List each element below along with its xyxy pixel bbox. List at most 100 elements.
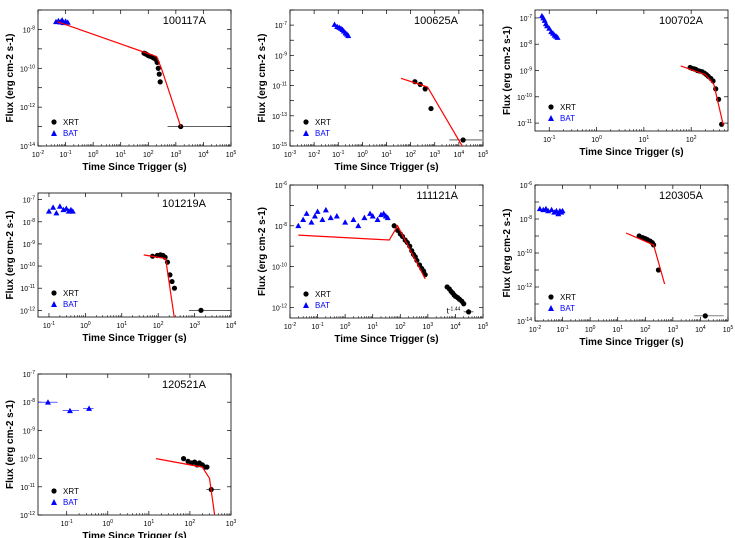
x-tick-label: 105 [478, 150, 489, 159]
x-tick-label: 103 [226, 519, 237, 528]
plot-area [38, 399, 221, 515]
bat-point [555, 210, 562, 217]
xrt-point [180, 456, 187, 462]
x-tick-label: 100 [585, 325, 596, 334]
fit-line [400, 77, 463, 146]
x-tick-label: 10-1 [43, 321, 55, 330]
xrt-point [155, 65, 161, 71]
legend-xrt-marker [51, 290, 57, 296]
xrt-point [198, 307, 204, 313]
legend-xrt-marker [51, 488, 57, 494]
xrt-point [157, 79, 163, 85]
y-tick-label: 10-10 [20, 262, 35, 271]
panel-120521A: 10-1 100 101 102 103 10-7 10-8 10-9 10-10 10-11 10… [5, 370, 237, 538]
xrt-point [461, 301, 467, 307]
plot-frame [289, 184, 484, 319]
bat-point [333, 213, 340, 219]
x-tick-label: 100 [357, 150, 368, 159]
panel-100702A: 10-1 100 101 102 10-7 10-8 10-9 10-10 10-11 Time … [502, 9, 729, 158]
y-tick-label: 10-10 [272, 263, 287, 272]
x-tick-label: 103 [423, 322, 434, 331]
panel-title: 101219A [162, 198, 207, 210]
bat-point [53, 209, 60, 216]
plot-area [331, 21, 482, 146]
fit-line [298, 224, 426, 280]
panel-120305A: 10-2 10-1 100 101 102 103 104 105 10-6 10-8 10-10 1… [502, 181, 734, 348]
x-tick-label: 104 [226, 321, 237, 330]
bat-point [342, 219, 349, 225]
xrt-point [702, 313, 708, 319]
panel-title: 100625A [414, 15, 459, 27]
y-tick-label: 10-11 [20, 483, 35, 492]
y-axis-label: Flux (erg cm-2 s-1) [502, 209, 513, 298]
x-tick-label: 104 [450, 322, 461, 331]
y-tick-label: 10-11 [272, 82, 287, 91]
y-tick-label: 10-7 [520, 14, 532, 23]
legend-bat-label: BAT [560, 304, 575, 313]
plot-area [536, 205, 724, 319]
x-tick-label: 102 [153, 321, 164, 330]
xrt-point [171, 285, 178, 291]
bat-point [311, 213, 318, 219]
y-tick-label: 10-8 [520, 40, 532, 49]
x-tick-label: 10-3 [284, 150, 296, 159]
bat-point [536, 205, 543, 212]
x-tick-label: 101 [381, 150, 392, 159]
bat-point [355, 222, 362, 229]
x-tick-label: 105 [226, 150, 237, 159]
x-tick-label: 100 [80, 321, 91, 330]
legend-bat-marker [303, 130, 309, 136]
bat-point [86, 405, 93, 411]
y-tick-label: 10-8 [275, 222, 287, 231]
x-tick-label: 10-1 [332, 150, 344, 159]
bat-point [314, 208, 321, 214]
bat-point [44, 399, 51, 405]
xrt-point [465, 309, 472, 315]
y-tick-label: 10-9 [23, 240, 35, 249]
bat-point [548, 206, 555, 213]
plot-frame [37, 192, 232, 318]
x-tick-label: 103 [171, 150, 182, 159]
x-tick-label: 102 [143, 150, 154, 159]
y-tick-label: 10-6 [275, 181, 287, 190]
bat-point [295, 222, 302, 229]
y-tick-label: 10-8 [520, 215, 532, 224]
legend-xrt-label: XRT [560, 293, 576, 302]
legend-xrt-label: XRT [63, 118, 79, 127]
fit-line [625, 232, 666, 285]
bat-point [319, 216, 326, 223]
legend-bat-label: BAT [315, 129, 330, 138]
y-tick-label: 10-8 [23, 398, 35, 407]
plot-frame [37, 9, 232, 147]
plot-area [45, 203, 228, 317]
bat-point [50, 204, 57, 210]
y-tick-label: 10-10 [20, 64, 35, 73]
x-tick-label: 10-2 [32, 150, 44, 159]
legend-xrt-marker [303, 291, 309, 297]
x-tick-label: 10-1 [311, 322, 323, 331]
y-tick-label: 10-13 [272, 112, 287, 121]
y-tick-label: 10-12 [517, 283, 532, 292]
legend-bat-marker [303, 302, 309, 308]
x-tick-label: 100 [591, 135, 602, 144]
xrt-point [204, 464, 210, 470]
fit-line [155, 458, 216, 515]
plot-area [295, 206, 474, 315]
x-axis-label: Time Since Trigger (s) [82, 531, 186, 538]
x-tick-label: 10-2 [284, 322, 296, 331]
y-tick-label: 10-12 [272, 303, 287, 312]
y-axis-label: Flux (erg cm-2 s-1) [257, 207, 268, 296]
bat-point [69, 208, 76, 214]
panel-title: 100117A [163, 15, 207, 27]
x-tick-label: 101 [115, 150, 126, 159]
legend-bat-marker [548, 115, 554, 121]
y-tick-label: 10-10 [517, 249, 532, 258]
x-axis-label: Time Since Trigger (s) [579, 337, 683, 348]
fit-line [143, 254, 175, 317]
panel-111121A: 10-2 10-1 100 101 102 103 104 105 10-6 10-8 10-10 1… [257, 181, 489, 345]
legend-bat-marker [51, 130, 57, 136]
y-tick-label: 10-10 [517, 93, 532, 102]
y-tick-label: 10-9 [23, 426, 35, 435]
x-tick-label: 104 [454, 150, 465, 159]
